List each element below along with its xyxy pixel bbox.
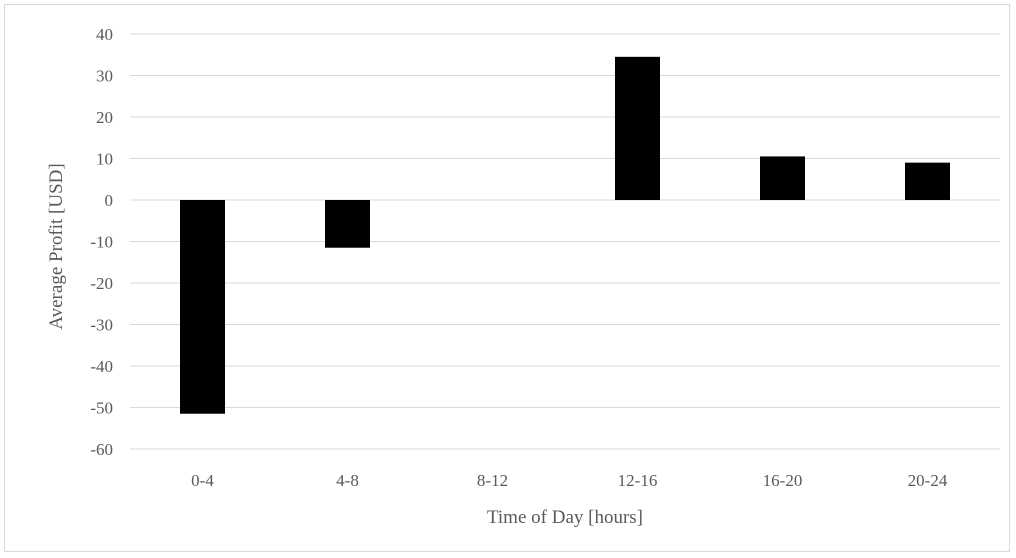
bar-0-4 [180,200,225,414]
y-tick-label: -40 [90,357,113,376]
y-tick-label: 20 [96,108,113,127]
bar-20-24 [905,162,950,200]
x-tick-label: 20-24 [908,471,948,490]
bar-16-20 [760,156,805,200]
x-tick-label: 8-12 [477,471,508,490]
y-tick-label: -50 [90,399,113,418]
gridlines [130,33,1000,450]
y-tick-label: 40 [96,25,113,44]
x-axis-title: Time of Day [hours] [487,507,643,528]
x-tick-label: 16-20 [763,471,803,490]
chart-frame [4,4,1010,552]
y-tick-label: 30 [96,67,113,86]
x-tick-label: 4-8 [336,471,359,490]
y-axis-title: Average Profit [USD] [46,163,67,329]
y-tick-label: 0 [105,191,114,210]
x-tick-label: 12-16 [618,471,658,490]
y-tick-label: -10 [90,233,113,252]
y-axis-tick-labels: 40 30 20 10 0 -10 -20 -30 -40 -50 -60 [90,25,113,459]
x-axis-tick-labels: 0-4 4-8 8-12 12-16 16-20 20-24 [191,471,948,490]
bars [180,56,950,414]
bar-4-8 [325,200,370,248]
y-tick-label: 10 [96,150,113,169]
x-tick-label: 0-4 [191,471,214,490]
y-tick-label: -30 [90,316,113,335]
bar-12-16 [615,56,660,201]
y-tick-label: -60 [90,440,113,459]
y-tick-label: -20 [90,274,113,293]
